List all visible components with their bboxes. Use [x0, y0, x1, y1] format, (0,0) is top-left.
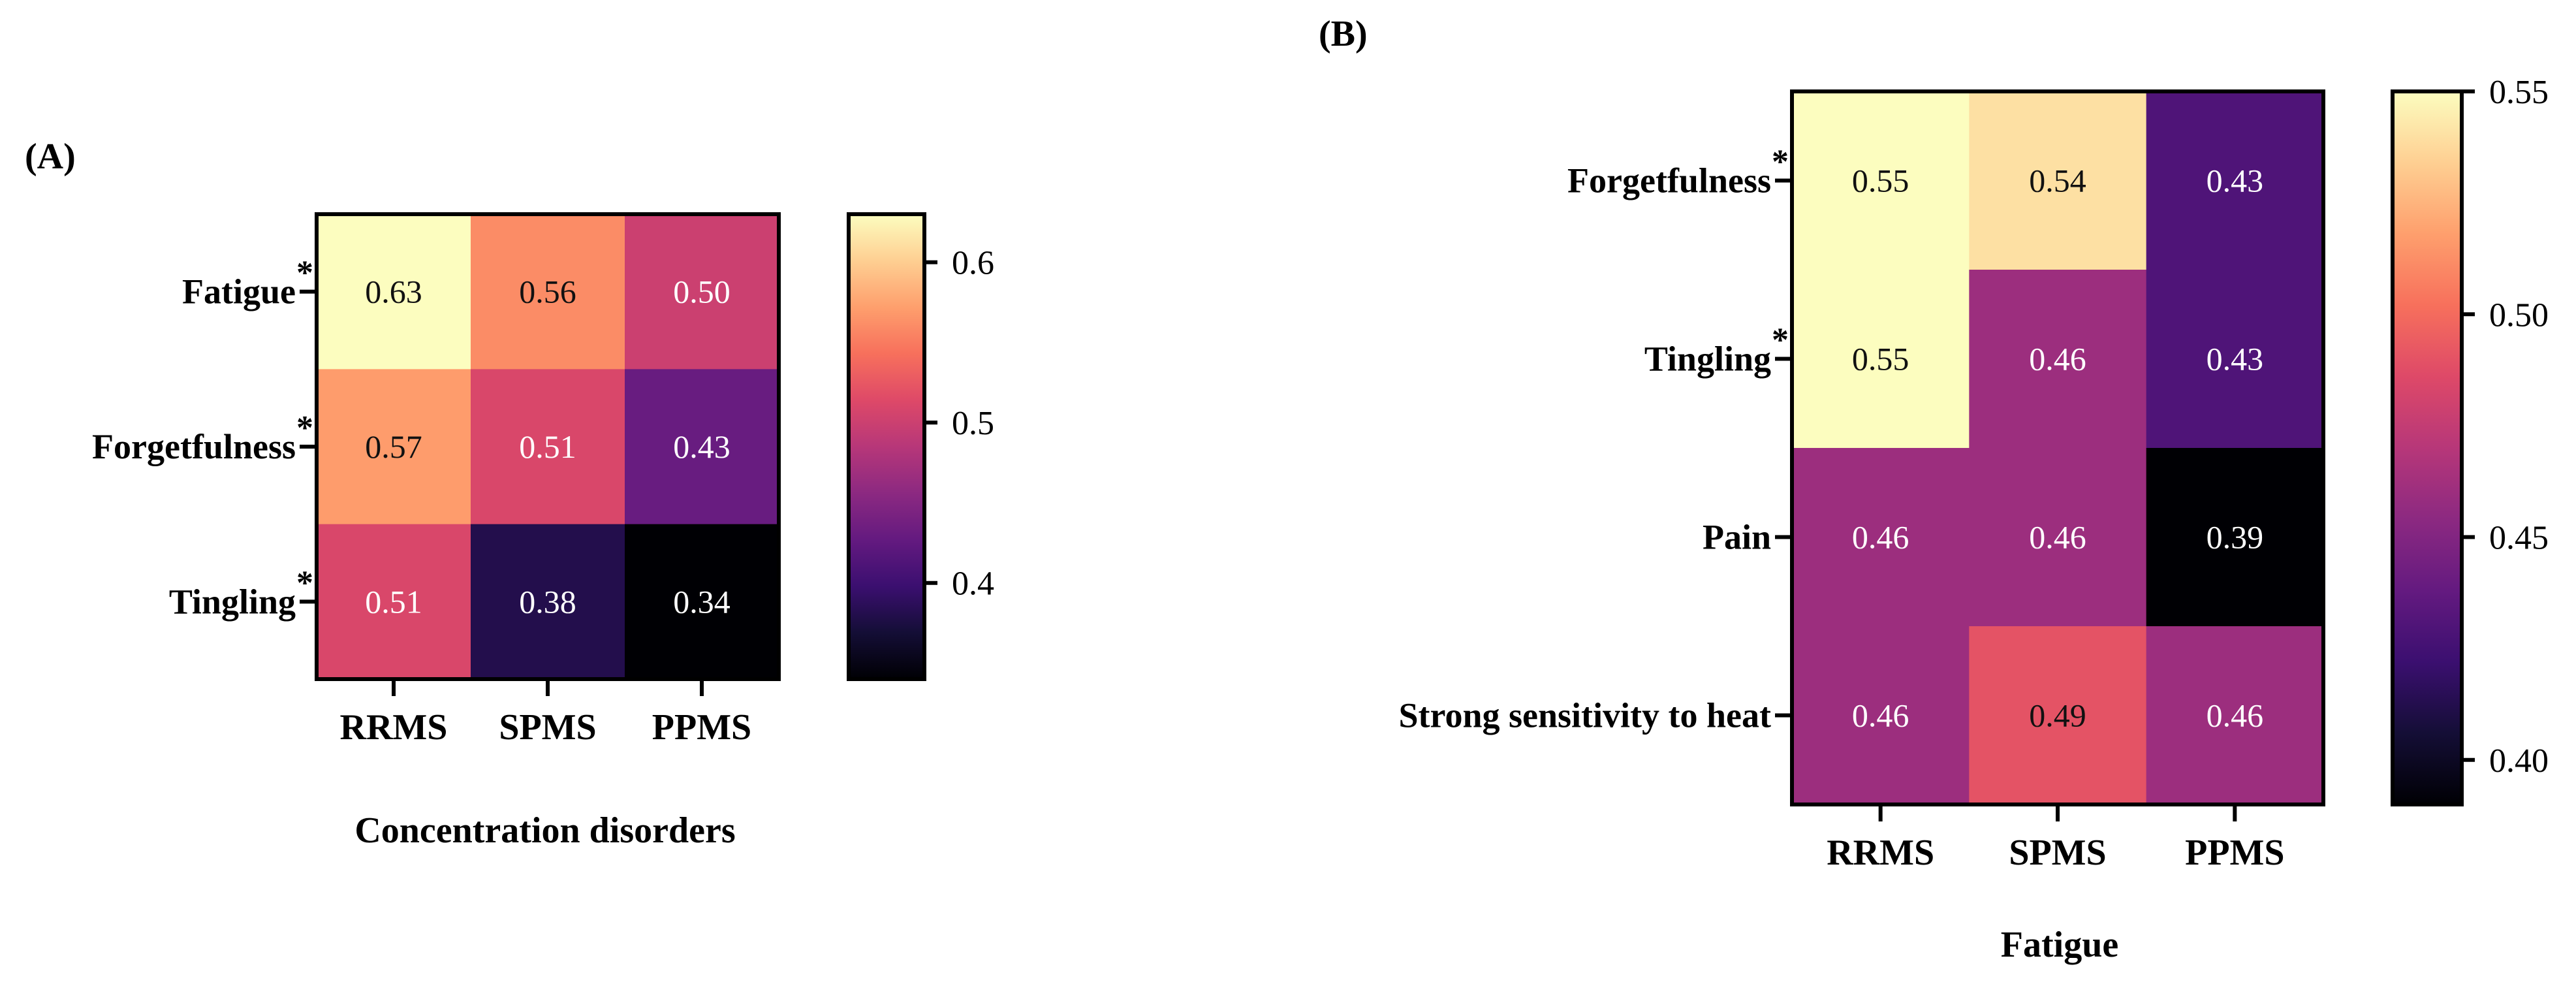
heatmap-a-row-labels: Fatigue *Forgetfulness *Tingling *	[92, 255, 317, 621]
cell-label-b-r0-c1: 0.54	[2029, 163, 2086, 199]
cell-label-a-r0-c0: 0.63	[365, 274, 422, 310]
colorbar-tick-label-b-1: 0.45	[2489, 520, 2549, 557]
row-marker-a-0: *	[296, 255, 313, 292]
cell-label-a-r1-c2: 0.43	[673, 428, 730, 465]
cell-a-r2-c2	[625, 524, 779, 680]
cell-b-r3-c2	[2146, 626, 2324, 805]
col-label-a-0: RRMS	[340, 707, 448, 748]
cell-a-r1-c1	[471, 369, 625, 525]
cell-b-r1-c2	[2146, 270, 2324, 449]
cell-label-a-r2-c0: 0.51	[365, 583, 422, 620]
heatmap-panel-a: (A) 0.63 0.56 0.50 0.57 0.51 0.43 0.51 0.38 0.34…	[25, 136, 994, 851]
row-label-a-1: Forgetfulness	[92, 427, 296, 466]
cell-label-b-r1-c0: 0.55	[1852, 341, 1909, 377]
x-axis-title-a: Concentration disorders	[354, 810, 735, 851]
cell-a-r1-c2	[625, 369, 779, 525]
panel-label-a: (A)	[25, 136, 76, 177]
colorbar-b: 0.40 0.45 0.50 0.55	[2391, 74, 2549, 806]
col-label-b-2: PPMS	[2185, 833, 2284, 873]
cell-a-r0-c1	[471, 214, 625, 370]
colorbar-tick-label-b-3: 0.55	[2489, 74, 2549, 111]
colorbar-tick-label-a-0: 0.4	[952, 565, 994, 603]
cell-label-a-r0-c1: 0.56	[519, 274, 576, 310]
row-label-a-0: Fatigue	[182, 272, 296, 311]
row-marker-b-1: *	[1772, 322, 1789, 359]
cell-label-b-r3-c1: 0.49	[2029, 697, 2086, 734]
cell-label-a-r2-c2: 0.34	[673, 583, 730, 620]
cell-b-r0-c0	[1792, 91, 1970, 270]
cell-label-a-r1-c1: 0.51	[519, 428, 576, 465]
colorbar-gradient-a	[847, 212, 926, 681]
cell-a-r1-c0	[317, 369, 471, 525]
colorbar-tick-label-b-0: 0.40	[2489, 742, 2549, 780]
row-label-b-2: Pain	[1703, 518, 1771, 557]
row-marker-a-1: *	[296, 409, 313, 447]
cell-b-r1-c0	[1792, 270, 1970, 449]
heatmap-panel-b: (B) 0.55 0.54 0.43 0.55 0.46 0.43 0.46 0.46 0.39…	[1319, 14, 2549, 965]
cell-label-b-r1-c1: 0.46	[2029, 341, 2086, 377]
row-label-b-3: Strong sensitivity to heat	[1398, 696, 1771, 735]
x-axis-title-b: Fatigue	[2001, 925, 2118, 965]
heatmap-a-column-labels: RRMS SPMS PPMS	[340, 679, 751, 748]
cell-b-r0-c1	[1969, 91, 2147, 270]
cell-label-a-r0-c2: 0.50	[673, 274, 730, 310]
heatmap-b-cells: 0.55 0.54 0.43 0.55 0.46 0.43 0.46 0.46 0.39 0.46…	[1790, 89, 2325, 806]
cell-label-b-r2-c0: 0.46	[1852, 519, 1909, 556]
colorbar-tick-label-b-2: 0.50	[2489, 296, 2549, 334]
cell-b-r2-c0	[1792, 448, 1970, 627]
colorbar-gradient-b	[2391, 89, 2464, 806]
cell-label-a-r2-c1: 0.38	[519, 583, 576, 620]
cell-label-a-r1-c0: 0.57	[365, 428, 422, 465]
heatmap-b-column-labels: RRMS SPMS PPMS	[1827, 804, 2285, 873]
cell-b-r2-c1	[1969, 448, 2147, 627]
col-label-a-2: PPMS	[652, 707, 751, 748]
cell-label-b-r1-c2: 0.43	[2207, 341, 2264, 377]
heatmap-a-cells: 0.63 0.56 0.50 0.57 0.51 0.43 0.51 0.38 0.34	[315, 212, 781, 681]
colorbar-tick-label-a-1: 0.5	[952, 405, 994, 442]
row-marker-b-0: *	[1772, 144, 1789, 181]
cell-label-b-r0-c0: 0.55	[1852, 163, 1909, 199]
col-label-b-1: SPMS	[2009, 833, 2106, 873]
col-label-a-1: SPMS	[499, 707, 596, 748]
cell-b-r3-c0	[1792, 626, 1970, 805]
cell-b-r0-c2	[2146, 91, 2324, 270]
row-label-a-2: Tingling	[169, 582, 296, 621]
colorbar-a: 0.4 0.5 0.6	[847, 212, 994, 681]
colorbar-tick-label-a-2: 0.6	[952, 245, 994, 282]
cell-label-b-r3-c0: 0.46	[1852, 697, 1909, 734]
row-label-b-0: Forgetfulness	[1567, 161, 1771, 200]
cell-a-r2-c1	[471, 524, 625, 680]
cell-label-b-r3-c2: 0.46	[2207, 697, 2264, 734]
cell-b-r2-c2	[2146, 448, 2324, 627]
row-label-b-1: Tingling	[1644, 340, 1771, 379]
cell-b-r3-c1	[1969, 626, 2147, 805]
cell-label-b-r2-c2: 0.39	[2207, 519, 2264, 556]
cell-a-r2-c0	[317, 524, 471, 680]
cell-label-b-r0-c2: 0.43	[2207, 163, 2264, 199]
cell-a-r0-c2	[625, 214, 779, 370]
cell-b-r1-c1	[1969, 270, 2147, 449]
row-marker-a-2: *	[296, 564, 313, 601]
cell-a-r0-c0	[317, 214, 471, 370]
panel-label-b: (B)	[1319, 14, 1368, 54]
col-label-b-0: RRMS	[1827, 833, 1934, 873]
cell-label-b-r2-c1: 0.46	[2029, 519, 2086, 556]
